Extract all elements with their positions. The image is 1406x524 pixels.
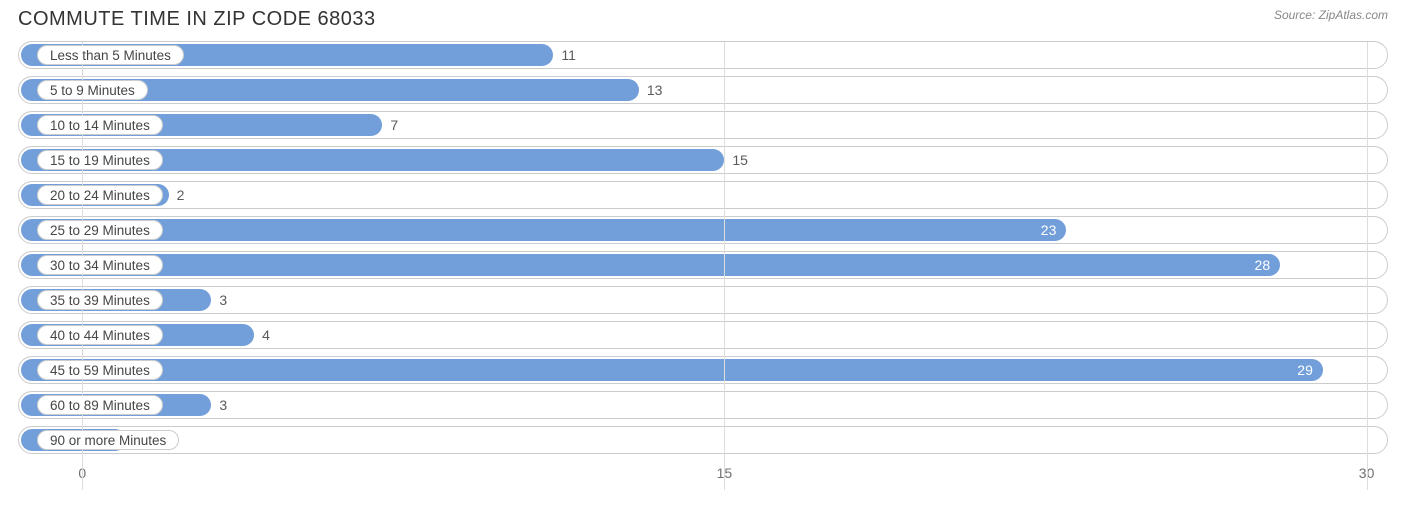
bar-row: 2945 to 59 Minutes: [18, 356, 1388, 384]
category-label: 25 to 29 Minutes: [37, 220, 163, 240]
bar-row: 3 35 to 39 Minutes: [18, 286, 1388, 314]
category-label: 15 to 19 Minutes: [37, 150, 163, 170]
category-label: 40 to 44 Minutes: [37, 325, 163, 345]
bar-value: 11: [553, 42, 576, 68]
category-label: 30 to 34 Minutes: [37, 255, 163, 275]
bar-row: 2 20 to 24 Minutes: [18, 181, 1388, 209]
source-label: Source: ZipAtlas.com: [1274, 8, 1388, 22]
bar-row: 4 40 to 44 Minutes: [18, 321, 1388, 349]
bar-value: 3: [211, 392, 227, 418]
bar-value: 13: [639, 77, 663, 103]
category-label: 45 to 59 Minutes: [37, 360, 163, 380]
bar-row: 11 Less than 5 Minutes: [18, 41, 1388, 69]
category-label: 35 to 39 Minutes: [37, 290, 163, 310]
gridline: [724, 42, 725, 490]
bar: 29: [21, 359, 1323, 381]
header: COMMUTE TIME IN ZIP CODE 68033 Source: Z…: [0, 0, 1406, 35]
chart-title: COMMUTE TIME IN ZIP CODE 68033: [18, 8, 376, 31]
bar-row: 2830 to 34 Minutes: [18, 251, 1388, 279]
bar-row: 13 5 to 9 Minutes: [18, 76, 1388, 104]
category-label: Less than 5 Minutes: [37, 45, 184, 65]
bar-row: 190 or more Minutes: [18, 426, 1388, 454]
x-axis: 01530: [18, 461, 1388, 491]
bar-row: 3 60 to 89 Minutes: [18, 391, 1388, 419]
bar-value: 4: [254, 322, 270, 348]
category-label: 10 to 14 Minutes: [37, 115, 163, 135]
bar-value: 15: [724, 147, 748, 173]
bar-row: 15 15 to 19 Minutes: [18, 146, 1388, 174]
bar-value: 2: [169, 182, 185, 208]
gridline: [1367, 42, 1368, 490]
category-label: 5 to 9 Minutes: [37, 80, 148, 100]
bar: 28: [21, 254, 1280, 276]
bar: 23: [21, 219, 1066, 241]
category-label: 20 to 24 Minutes: [37, 185, 163, 205]
bar-row: 2325 to 29 Minutes: [18, 216, 1388, 244]
category-label: 90 or more Minutes: [37, 430, 179, 450]
bar-value: 3: [211, 287, 227, 313]
bar-row: 7 10 to 14 Minutes: [18, 111, 1388, 139]
bar-value: 7: [382, 112, 398, 138]
commute-time-chart: 11 Less than 5 Minutes 13 5 to 9 Minutes 7 10…: [0, 35, 1406, 454]
category-label: 60 to 89 Minutes: [37, 395, 163, 415]
